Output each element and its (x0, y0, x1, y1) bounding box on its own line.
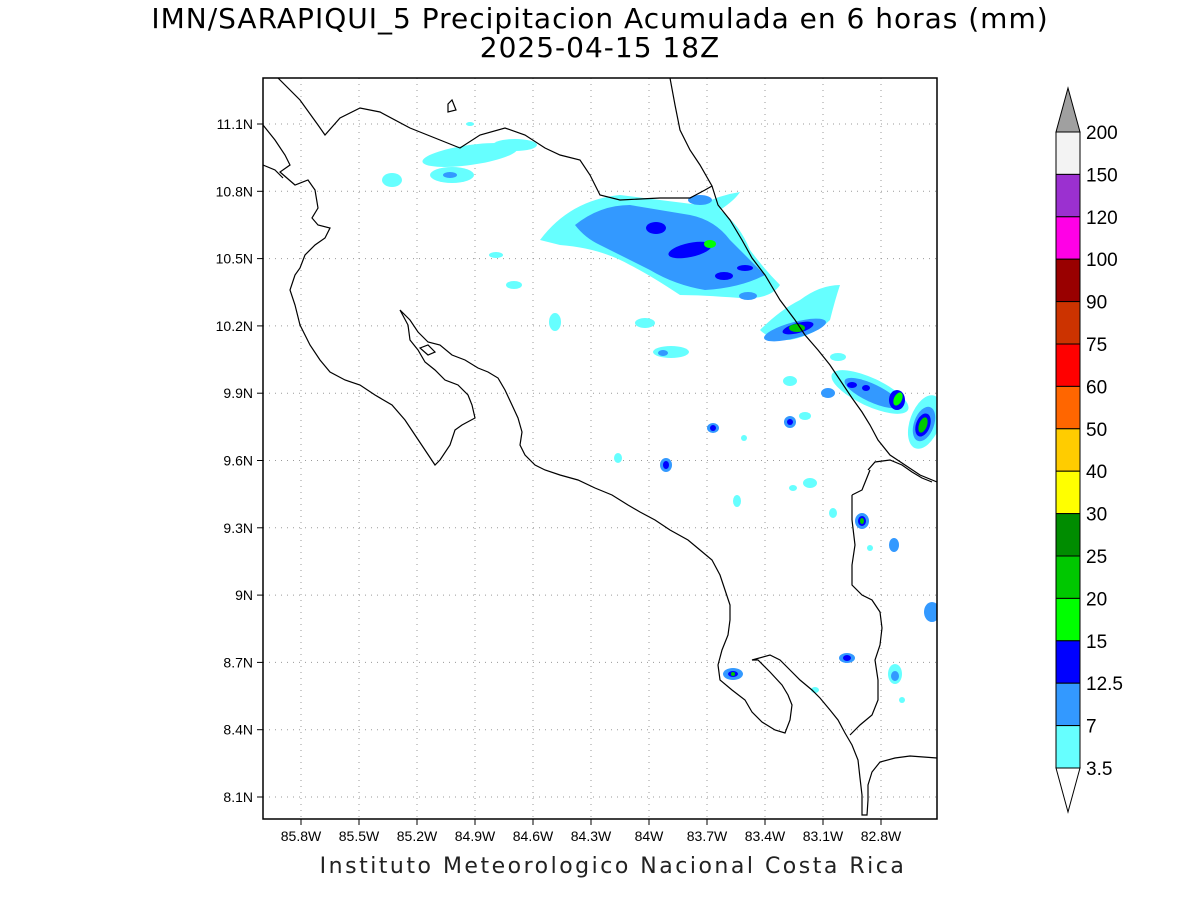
legend-label: 90 (1086, 293, 1107, 314)
legend-label: 75 (1086, 335, 1107, 356)
legend-label: 25 (1086, 547, 1107, 568)
legend-label: 3.5 (1086, 759, 1112, 780)
legend-label: 7 (1086, 717, 1097, 738)
latitude-axis: 11.1N 10.8N 10.5N 10.2N 9.9N 9.6N 9.3N 9N 8.7N 8.… (216, 116, 263, 805)
legend-label: 150 (1086, 165, 1118, 186)
lon-tick-label: 84.3W (571, 828, 612, 844)
lon-tick-label: 83.1W (803, 828, 844, 844)
legend-swatch (1055, 173, 1081, 218)
lat-tick-label: 8.1N (223, 789, 253, 805)
legend-swatch (1055, 385, 1081, 430)
lon-tick-label: 83.4W (745, 828, 786, 844)
legend-swatch (1055, 343, 1081, 387)
lat-tick-label: 9N (235, 587, 253, 603)
lat-tick-label: 9.3N (223, 520, 253, 536)
legend-swatch (1055, 301, 1081, 345)
legend-under-arrow (1055, 767, 1081, 814)
legend-swatch (1055, 555, 1081, 599)
legend-label: 20 (1086, 589, 1107, 610)
map-title: IMN/SARAPIQUI_5 Precipitacion Acumulada … (151, 2, 1049, 35)
credit-text: Instituto Meteorologico Nacional Costa R… (319, 854, 907, 879)
legend-over-arrow (1055, 86, 1081, 133)
lat-tick-label: 9.9N (223, 385, 253, 401)
longitude-axis: 85.8W 85.5W 85.2W 84.9W 84.6W 84.3W 84W 83.7W 83… (281, 819, 902, 844)
map-frame (262, 77, 938, 820)
lat-tick-label: 11.1N (217, 116, 253, 132)
legend-swatch (1055, 258, 1081, 303)
legend-label: 40 (1086, 462, 1107, 483)
legend-label: 12.5 (1086, 674, 1123, 695)
legend-label: 30 (1086, 505, 1107, 526)
lon-tick-label: 82.8W (861, 828, 902, 844)
legend-swatch (1055, 470, 1081, 515)
lon-tick-label: 84W (635, 828, 665, 844)
lon-tick-label: 84.9W (455, 828, 496, 844)
legend-swatch (1055, 682, 1081, 727)
legend-label: 15 (1086, 632, 1107, 653)
lon-tick-label: 84.6W (513, 828, 554, 844)
legend-swatch (1055, 513, 1081, 557)
lat-tick-label: 8.7N (223, 654, 253, 670)
map-datetime: 2025-04-15 18Z (479, 31, 721, 64)
legend-swatch (1055, 725, 1081, 769)
lat-tick-label: 10.2N (216, 318, 253, 334)
color-bar-legend: 200 150 120 100 90 75 60 50 40 30 25 20 15 12.5 7 3.5 (1055, 86, 1123, 814)
legend-label: 50 (1086, 420, 1107, 441)
legend-swatch (1055, 131, 1081, 175)
legend-label: 100 (1086, 250, 1118, 271)
lat-tick-label: 8.4N (223, 722, 253, 738)
precipitation-field (382, 122, 937, 703)
lat-tick-label: 10.8N (216, 183, 253, 199)
legend-label: 200 (1086, 123, 1118, 144)
map-gridlines (263, 78, 937, 819)
legend-swatch (1055, 428, 1081, 472)
lon-tick-label: 85.8W (281, 828, 322, 844)
legend-label: 120 (1086, 208, 1118, 229)
legend-swatch (1055, 216, 1081, 260)
lon-tick-label: 83.7W (687, 828, 728, 844)
lon-tick-label: 85.5W (339, 828, 380, 844)
legend-swatch (1055, 597, 1081, 642)
legend-swatch (1055, 640, 1081, 684)
lon-tick-label: 85.2W (397, 828, 438, 844)
lat-tick-label: 10.5N (216, 251, 253, 267)
coastline (263, 78, 937, 816)
lat-tick-label: 9.6N (223, 453, 253, 469)
legend-label: 60 (1086, 377, 1107, 398)
